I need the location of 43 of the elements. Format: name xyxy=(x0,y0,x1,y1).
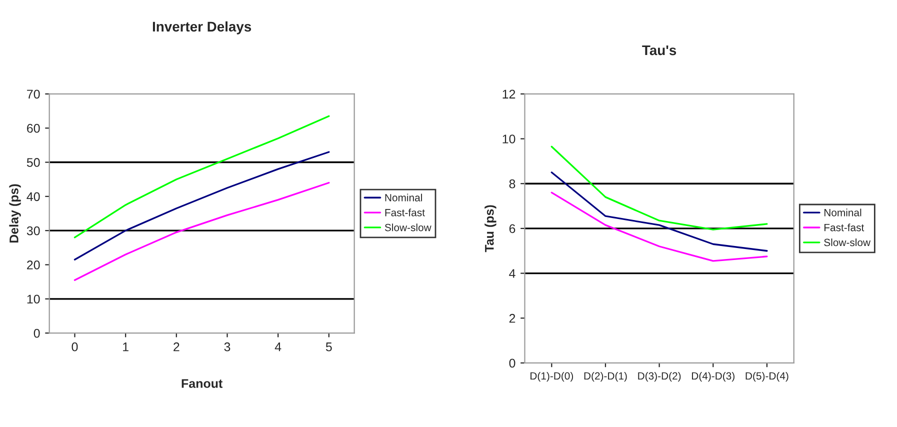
x-tick-label: 3 xyxy=(224,342,230,352)
line-series xyxy=(74,115,330,238)
y-tick-label: 40 xyxy=(26,192,40,202)
line-series xyxy=(550,172,768,252)
y-tick-label: 10 xyxy=(27,294,40,304)
y-tick-label: 2 xyxy=(509,314,516,323)
y-tick-label: 0 xyxy=(34,328,40,338)
y-tick-label: 10 xyxy=(502,134,516,144)
y-tick-label: 20 xyxy=(27,260,40,270)
legend-label: Nominal xyxy=(824,208,862,216)
y-tick-label: 70 xyxy=(27,90,40,99)
x-axis-title: Fanout xyxy=(182,379,222,388)
x-tick-label: 1 xyxy=(123,342,128,352)
x-tick-label: D(5)-D(4) xyxy=(746,372,788,382)
line-series xyxy=(550,146,768,230)
x-tick-label: D(3)-D(2) xyxy=(638,372,681,382)
line-series xyxy=(74,182,330,281)
line-series xyxy=(550,192,768,262)
x-tick-label: 0 xyxy=(72,342,78,352)
line-series xyxy=(74,151,330,260)
legend-label: Fast-fast xyxy=(824,224,864,232)
y-tick-label: 60 xyxy=(27,124,40,133)
x-tick-label: D(1)-D(0) xyxy=(530,372,573,382)
chart-title: Tau's xyxy=(642,45,676,56)
y-tick-label: 50 xyxy=(26,158,40,167)
y-axis-title: Delay (ps) xyxy=(9,184,21,243)
legend-label: Nominal xyxy=(385,194,422,202)
legend-label: Fast-fast xyxy=(385,208,425,216)
x-tick-label: 5 xyxy=(326,342,332,352)
y-axis-title: Tau (ps) xyxy=(484,205,496,252)
y-tick-label: 4 xyxy=(509,269,516,278)
x-tick-label: 2 xyxy=(174,342,180,352)
y-tick-label: 8 xyxy=(509,179,516,188)
x-tick-label: D(4)-D(3) xyxy=(692,372,734,382)
legend-label: Slow-slow xyxy=(824,238,871,246)
x-tick-label: 4 xyxy=(274,342,282,352)
legend-label: Slow-slow xyxy=(384,224,432,232)
x-tick-label: D(2)-D(1) xyxy=(584,372,627,382)
y-tick-label: 0 xyxy=(509,358,516,368)
y-tick-label: 30 xyxy=(26,226,40,236)
y-tick-label: 12 xyxy=(502,90,516,98)
chart-title: Inverter Delays xyxy=(152,21,252,34)
y-tick-label: 6 xyxy=(509,224,516,234)
